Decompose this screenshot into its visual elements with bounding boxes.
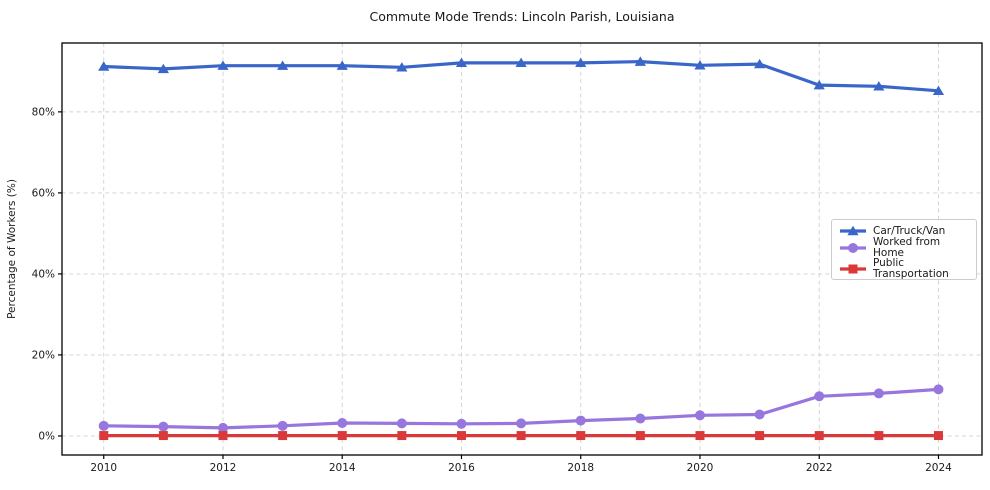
circle-marker [933, 384, 944, 395]
y-tick-label: 40% [32, 269, 55, 281]
legend: Car/Truck/Van Worked from Home Public Tran… [831, 219, 977, 280]
circle-marker [396, 418, 407, 429]
square-marker [218, 431, 228, 441]
triangle-marker [396, 62, 408, 72]
square-marker [933, 431, 943, 441]
circle-marker [848, 242, 858, 253]
square-marker [456, 431, 466, 441]
square-marker [814, 431, 824, 441]
square-marker [874, 431, 884, 441]
triangle-marker [932, 85, 945, 96]
circle-marker [516, 418, 527, 429]
legend-label: Public Transportation [873, 257, 949, 280]
square-marker [755, 431, 765, 441]
y-tick-label: 0% [38, 431, 55, 443]
y-tick-label: 60% [32, 187, 55, 199]
legend-item: Car/Truck/Van [839, 225, 969, 237]
x-tick-label: 2014 [329, 462, 356, 474]
circle-marker [217, 422, 228, 433]
circle-marker [337, 417, 348, 428]
circle-marker [98, 420, 109, 431]
square-marker [576, 431, 586, 441]
triangle-marker [336, 60, 348, 70]
x-tick-label: 2010 [90, 462, 117, 474]
legend-item: Public Transportation [839, 258, 969, 279]
square-marker [516, 431, 526, 441]
triangle-marker [98, 61, 110, 71]
x-tick-label: 2020 [687, 462, 714, 474]
legend-label: Worked from Home [873, 236, 941, 259]
x-tick-label: 2012 [210, 462, 237, 474]
square-marker [635, 431, 645, 441]
triangle-marker [455, 57, 468, 68]
legend-label: Car/Truck/Van [873, 224, 946, 237]
triangle-marker [575, 57, 587, 68]
y-tick-label: 20% [32, 350, 55, 362]
circle-marker [277, 420, 288, 431]
triangle-marker [847, 225, 859, 236]
triangle-marker [277, 60, 289, 70]
square-marker [158, 431, 168, 441]
circle-marker [873, 388, 884, 399]
series-car-truck-van [98, 56, 945, 96]
circle-marker [814, 391, 825, 402]
x-tick-label: 2024 [925, 462, 952, 474]
triangle-marker [634, 56, 646, 66]
x-tick-label: 2018 [567, 462, 594, 474]
legend-swatch-square [840, 264, 866, 273]
circle-marker [635, 413, 646, 424]
series-worked-from-home [98, 384, 944, 433]
triangle-marker [754, 58, 766, 69]
square-marker [397, 431, 407, 441]
axes-box [61, 42, 983, 456]
triangle-marker [873, 81, 885, 91]
x-tick-label: 2022 [806, 462, 833, 474]
triangle-marker [813, 79, 825, 90]
square-marker [99, 431, 109, 441]
circle-marker [456, 418, 467, 429]
triangle-marker [217, 60, 229, 70]
triangle-marker [694, 60, 706, 70]
circle-marker [158, 421, 169, 432]
square-marker [278, 431, 288, 441]
circle-marker [754, 409, 765, 420]
triangle-marker [515, 57, 527, 68]
legend-item: Worked from Home [839, 237, 969, 258]
chart-title: Commute Mode Trends: Lincoln Parish, Lou… [369, 9, 675, 24]
series-public-transportation [99, 431, 943, 441]
x-tick-label: 2016 [448, 462, 475, 474]
legend-swatch-circle [840, 242, 866, 253]
square-marker [848, 264, 858, 273]
circle-marker [694, 410, 705, 421]
circle-marker [575, 415, 586, 426]
square-marker [695, 431, 705, 441]
square-marker [337, 431, 347, 441]
legend-swatch-triangle [840, 225, 866, 236]
y-tick-label: 80% [32, 106, 55, 118]
triangle-marker [157, 63, 169, 74]
